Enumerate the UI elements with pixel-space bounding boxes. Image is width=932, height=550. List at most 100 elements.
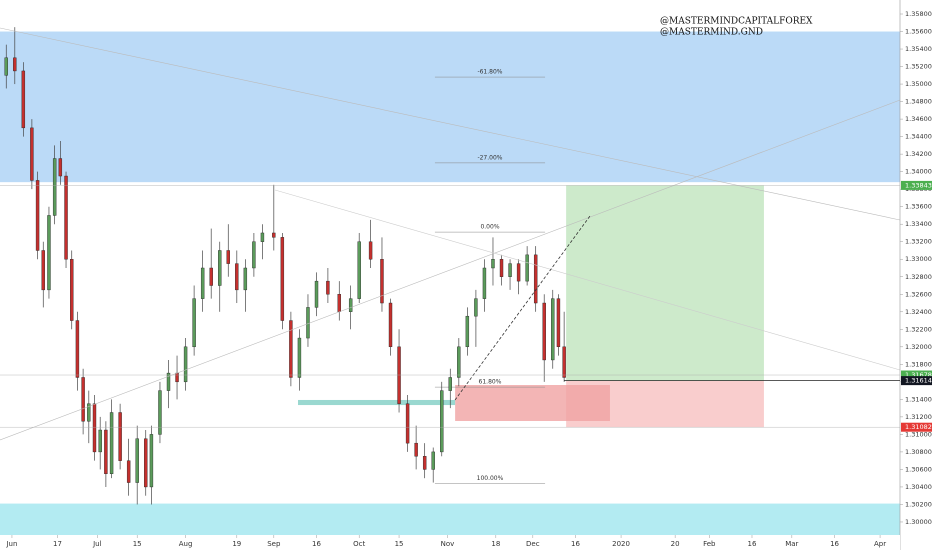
candle-body	[260, 232, 265, 242]
zone	[455, 385, 610, 421]
candle-body	[380, 259, 384, 304]
y-tick-label: 1.33200	[905, 238, 932, 246]
candle-body	[52, 158, 57, 216]
y-tick-label: 1.34600	[905, 115, 932, 123]
candle-body	[183, 346, 188, 383]
x-tick-label: Nov	[441, 540, 455, 548]
y-tick-label: 1.35000	[905, 80, 932, 88]
candle-body	[13, 57, 17, 72]
candle-body	[30, 127, 34, 181]
candle-body	[508, 263, 512, 277]
x-tick-label: Sep	[267, 540, 281, 548]
y-tick-label: 1.30800	[905, 448, 932, 456]
candle-body	[556, 298, 561, 348]
candle-body	[525, 254, 529, 282]
y-tick-label: 1.35200	[905, 63, 932, 71]
candle-body	[109, 412, 114, 475]
x-tick-label: 16	[830, 540, 839, 548]
x-tick-label: 15	[395, 540, 404, 548]
candle-body	[272, 232, 276, 238]
y-tick-label: 1.31400	[905, 395, 932, 403]
y-tick-label: 1.33600	[905, 203, 932, 211]
y-tick-label: 1.34800	[905, 98, 932, 106]
candle-body	[135, 438, 139, 483]
fib-label: 100.00%	[477, 475, 504, 482]
time-axis	[0, 535, 900, 550]
candle-body	[64, 175, 68, 260]
y-tick-label: 1.31200	[905, 413, 932, 421]
price-tag-label: 1.31082	[905, 423, 932, 431]
candle-body	[92, 403, 97, 453]
x-tick-label: Feb	[703, 540, 716, 548]
x-tick-label: 20	[671, 540, 680, 548]
price-tag-label: 1.33843	[905, 181, 932, 189]
y-tick-label: 1.33400	[905, 220, 932, 228]
candle-body	[357, 241, 361, 299]
fib-label: -27.00%	[477, 154, 502, 161]
y-tick-label: 1.35400	[905, 45, 932, 53]
y-tick-label: 1.35600	[905, 28, 932, 36]
candle-body	[126, 460, 131, 483]
candle-body	[314, 280, 319, 308]
candle-body	[235, 263, 239, 291]
x-tick-label: Apr	[874, 540, 886, 548]
y-tick-label: 1.30600	[905, 465, 932, 473]
candle-body	[414, 442, 418, 457]
candle-body	[337, 294, 341, 312]
candle-body	[81, 377, 85, 422]
price-tag	[901, 376, 932, 386]
candle-body	[226, 250, 230, 264]
candle-body	[35, 180, 40, 251]
zones: -61.80% -27.00% 0.00% 61.80% 100.00%	[0, 31, 900, 550]
x-tick-label: 16	[748, 540, 757, 548]
candle-body	[158, 390, 162, 435]
y-tick-label: 1.32200	[905, 325, 932, 333]
y-tick-label: 1.32000	[905, 343, 932, 351]
candle-body	[388, 302, 393, 348]
candle-body	[368, 241, 373, 260]
trend-line	[0, 99, 901, 441]
candle-body	[326, 280, 330, 295]
candle-body	[474, 298, 478, 317]
y-tick-label: 1.30400	[905, 483, 932, 491]
y-tick-label: 1.32600	[905, 290, 932, 298]
candle-body	[218, 250, 222, 286]
candle-body	[104, 429, 108, 475]
watermark: @MASTERMIND.GND	[660, 28, 763, 38]
price-tag-label: 1.31614	[905, 377, 932, 385]
price-axis	[900, 0, 932, 550]
x-tick-label: Oct	[353, 540, 365, 548]
candle-body	[149, 434, 154, 488]
candle-body	[440, 390, 444, 453]
candle-body	[192, 298, 196, 348]
x-tick-label: 16	[571, 540, 580, 548]
candle-body	[21, 70, 26, 129]
price-tag	[901, 370, 932, 380]
candle-body	[280, 237, 285, 321]
x-tick-label: 2020	[612, 540, 630, 548]
zone	[566, 185, 764, 381]
candle-body	[41, 250, 45, 291]
y-tick-label: 1.32400	[905, 308, 932, 316]
candle-body	[348, 298, 353, 312]
candle-body	[98, 429, 102, 453]
candle-body	[431, 451, 435, 470]
candle-body	[58, 158, 63, 177]
candle-body	[422, 456, 427, 470]
candle-body	[551, 298, 555, 361]
x-tick-label: 16	[312, 540, 321, 548]
price-tag	[901, 422, 932, 432]
y-tick-label: 1.35800	[905, 10, 932, 18]
candle-body	[516, 263, 521, 282]
y-tick-label: 1.31800	[905, 360, 932, 368]
y-tick-label: 1.30000	[905, 518, 932, 526]
x-tick-label: 15	[133, 540, 142, 548]
candle-body	[75, 320, 80, 378]
candle-body	[4, 57, 8, 76]
candle-body	[118, 412, 122, 461]
fib-label: 61.80%	[479, 379, 502, 386]
candle-body	[306, 307, 310, 339]
price-tag-label: 1.31678	[905, 371, 932, 379]
x-tick-label: Dec	[526, 540, 540, 548]
